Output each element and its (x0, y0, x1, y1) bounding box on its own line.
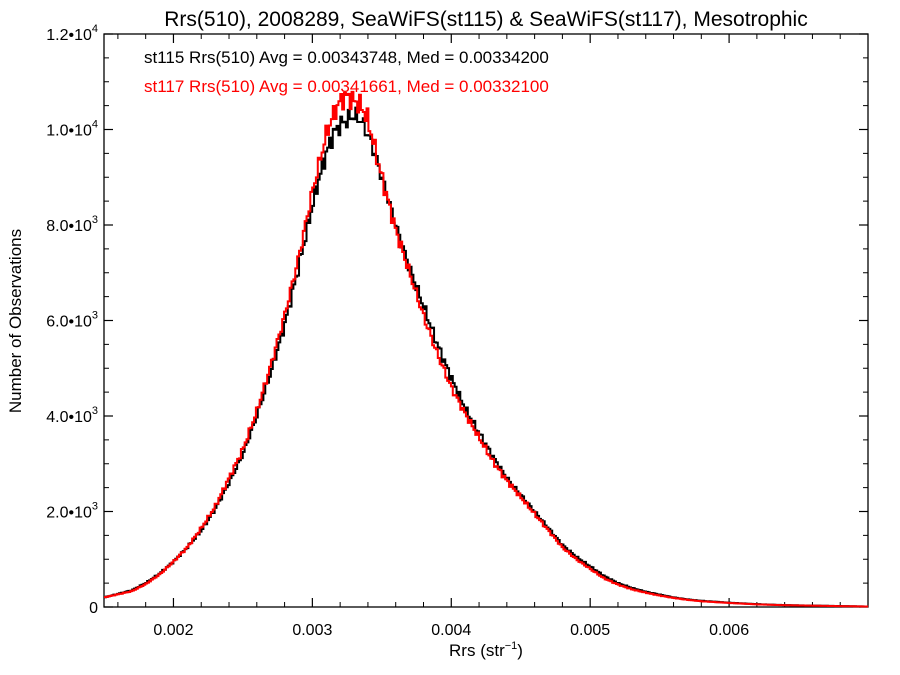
y-tick-label: 4.0•103 (46, 405, 98, 426)
y-tick-label: 1.2•104 (46, 23, 98, 44)
series-st115-histogram (104, 106, 869, 608)
x-tick-label: 0.003 (292, 622, 332, 639)
y-tick-label: 6.0•103 (46, 310, 98, 331)
x-tick-label: 0.005 (570, 622, 610, 639)
y-tick-label: 2.0•103 (46, 501, 98, 522)
legend-annotation-st117: st117 Rrs(510) Avg = 0.00341661, Med = 0… (144, 77, 549, 96)
series-layer (104, 90, 869, 608)
y-tick-label: 8.0•103 (46, 214, 98, 235)
x-tick-label: 0.004 (431, 622, 471, 639)
series-st117-histogram (104, 90, 869, 608)
y-tick-label: 0 (89, 600, 98, 617)
y-tick-label: 1.0•104 (46, 119, 98, 140)
x-axis: 0.002 0.003 0.004 0.005 0.006 (117, 34, 841, 639)
legend-annotation-st115: st115 Rrs(510) Avg = 0.00343748, Med = 0… (144, 48, 549, 67)
plot-frame (103, 33, 869, 608)
chart-title: Rrs(510), 2008289, SeaWiFS(st115) & SeaW… (164, 8, 807, 31)
y-axis-label: Number of Observations (6, 229, 25, 413)
x-tick-label: 0.006 (709, 622, 749, 639)
x-tick-label: 0.002 (153, 622, 193, 639)
y-axis: 0 2.0•103 4.0•103 6.0•103 8.0•103 1.0•104 1.2•… (46, 23, 868, 617)
x-axis-label: Rrs (str−1) (449, 640, 523, 660)
